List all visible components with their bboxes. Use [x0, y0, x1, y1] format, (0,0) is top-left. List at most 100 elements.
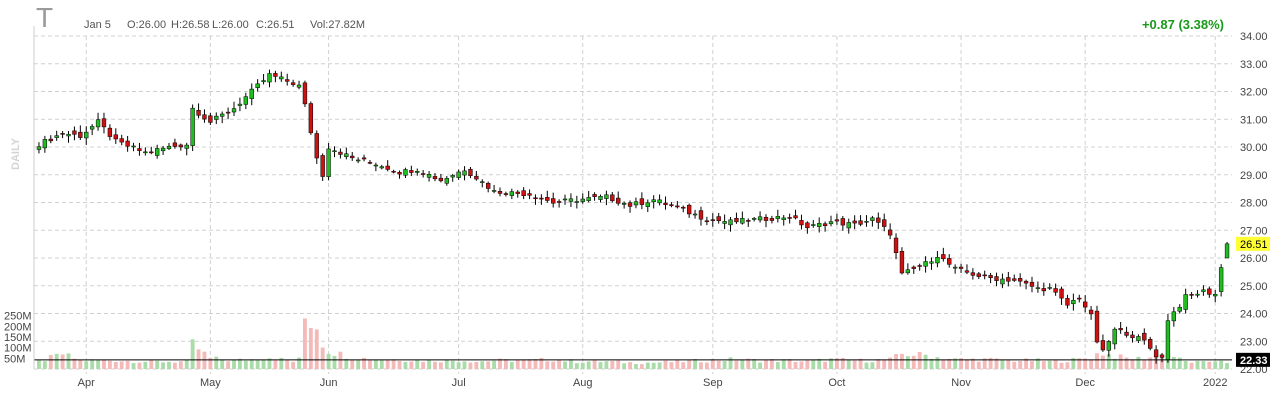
candle: [42, 139, 48, 149]
candle: [267, 73, 272, 83]
volume-bar: [663, 360, 668, 369]
candle: [237, 103, 243, 106]
volume-bar: [1130, 359, 1135, 369]
volume-bar: [1177, 357, 1182, 369]
candle: [125, 140, 130, 147]
volume-bar: [704, 362, 709, 369]
candle: [131, 145, 136, 148]
candle: [651, 199, 656, 203]
candle: [1100, 340, 1106, 351]
candle: [1047, 287, 1052, 289]
volume-bar: [1077, 358, 1082, 369]
volume-bar: [539, 357, 544, 369]
volume-bar: [498, 358, 502, 369]
candle: [143, 151, 148, 154]
volume-bar: [397, 360, 402, 369]
candle: [947, 258, 952, 265]
candle: [692, 213, 698, 216]
candle: [403, 169, 408, 176]
candle: [208, 115, 213, 123]
y-tick-label: 24.00: [1240, 309, 1268, 321]
volume-bar: [255, 360, 260, 369]
y-tick-label: 31.00: [1240, 114, 1268, 126]
volume-bar: [285, 360, 290, 369]
candle: [1153, 349, 1159, 358]
volume-bar: [1183, 361, 1188, 369]
volume-bar: [37, 360, 41, 369]
volume-bar: [96, 360, 100, 369]
volume-bar: [882, 359, 887, 369]
candle: [781, 217, 786, 220]
volume-bar: [959, 358, 963, 369]
volume-bar: [391, 359, 396, 369]
volume-bar: [379, 360, 384, 369]
volume-bar: [787, 359, 792, 369]
candle: [438, 177, 444, 182]
volume-bar: [1171, 357, 1176, 369]
candle: [361, 157, 367, 160]
candle: [964, 270, 970, 273]
volume-bar: [1047, 360, 1052, 369]
candle: [107, 127, 113, 137]
volume-bar: [1100, 355, 1105, 369]
candle: [456, 171, 461, 178]
candle: [1183, 294, 1188, 310]
candle: [633, 201, 639, 206]
candle: [929, 261, 934, 264]
volume-bar: [1225, 363, 1229, 369]
candle: [899, 251, 905, 274]
candle: [710, 219, 715, 221]
candle: [527, 193, 532, 196]
candle: [497, 191, 503, 194]
volume-bar: [769, 359, 774, 369]
candle: [574, 201, 580, 203]
volume-bar: [710, 359, 715, 369]
bar-date: Jan 5: [84, 19, 111, 31]
volume-bar: [119, 361, 124, 369]
volume-bar: [450, 360, 455, 369]
candle: [60, 133, 65, 135]
volume-bar: [1112, 358, 1117, 369]
volume-bar: [911, 355, 916, 369]
volume-bar: [1041, 361, 1046, 369]
volume-bar: [894, 353, 898, 369]
volume-bar: [125, 360, 130, 369]
candle: [893, 237, 899, 253]
volume-bar: [982, 358, 987, 369]
volume-bar: [557, 359, 562, 369]
volume-bar: [811, 359, 816, 369]
candle: [48, 138, 53, 142]
candle: [604, 194, 609, 199]
volume-bar: [190, 339, 195, 369]
candle: [243, 96, 249, 105]
candle: [645, 202, 650, 207]
volume-bar: [155, 360, 160, 369]
volume-bar: [728, 357, 733, 369]
volume-bar: [1059, 362, 1064, 369]
last-price-box: [1236, 236, 1270, 251]
candle: [787, 217, 792, 219]
candle: [409, 170, 414, 173]
candle: [1130, 334, 1135, 339]
candle: [864, 221, 869, 223]
volume-bar: [858, 358, 863, 369]
candle: [84, 131, 89, 139]
close-value: C:26.51: [256, 19, 295, 31]
candle: [308, 103, 314, 134]
candle: [1041, 288, 1046, 292]
candle: [1195, 293, 1200, 296]
x-tick-label: 2022: [1203, 377, 1227, 389]
volume-bar: [651, 362, 656, 369]
volume-bar: [835, 358, 839, 369]
x-tick-label: Apr: [78, 377, 95, 389]
volume-bar: [238, 358, 242, 369]
volume-bar: [427, 359, 431, 369]
candle: [1148, 339, 1153, 349]
candle: [846, 222, 851, 229]
volume-bar: [409, 361, 414, 369]
volume-bar: [320, 347, 325, 369]
candle: [598, 196, 603, 200]
candle: [119, 138, 124, 143]
candle: [740, 218, 745, 224]
